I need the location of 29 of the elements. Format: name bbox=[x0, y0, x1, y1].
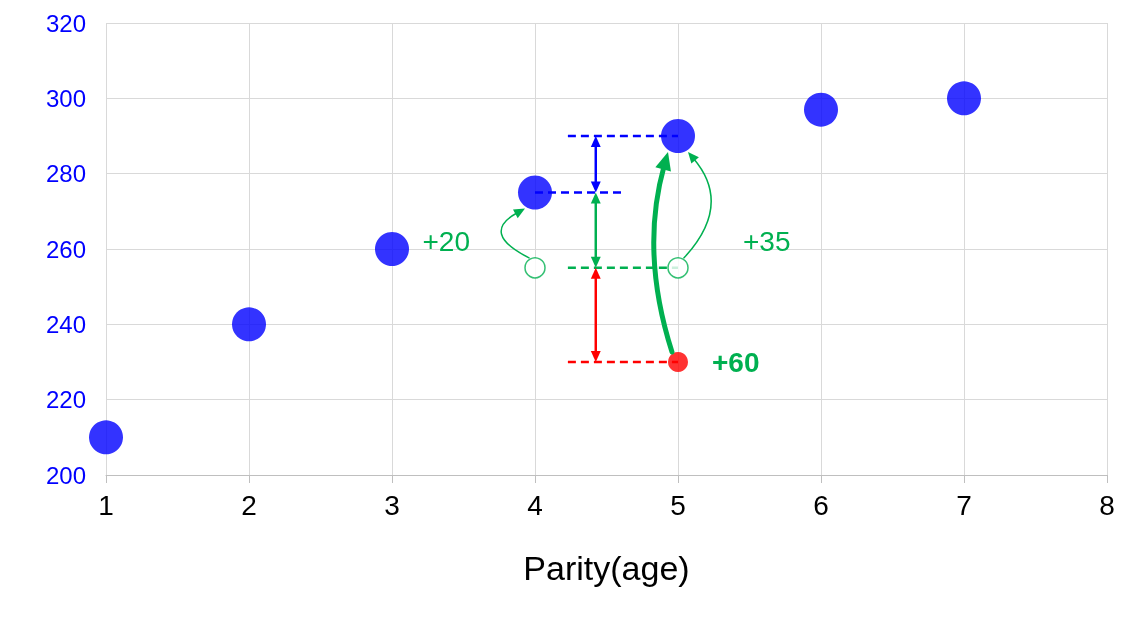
y-tick-label: 220 bbox=[45, 386, 86, 414]
annotation: +35 bbox=[743, 226, 791, 258]
point bbox=[661, 119, 695, 153]
x-tick-label: 4 bbox=[527, 489, 543, 521]
x-tick-label: 6 bbox=[813, 489, 829, 521]
y-tick-label: 240 bbox=[45, 310, 86, 338]
y-tick-label: 260 bbox=[45, 235, 86, 263]
y-tick-label: 320 bbox=[45, 9, 86, 37]
x-axis-title: Parity(age) bbox=[523, 549, 690, 587]
x-tick-label: 3 bbox=[384, 489, 400, 521]
point bbox=[667, 257, 689, 279]
x-tick-label: 5 bbox=[670, 489, 686, 521]
y-tick-label: 300 bbox=[45, 84, 86, 112]
point bbox=[232, 307, 266, 342]
x-tick-label: 1 bbox=[98, 489, 114, 521]
point bbox=[668, 352, 688, 372]
y-tick-label: 280 bbox=[45, 160, 86, 188]
annotation: +20 bbox=[422, 226, 470, 258]
point bbox=[89, 420, 123, 455]
point bbox=[375, 232, 409, 266]
point bbox=[804, 92, 838, 127]
point bbox=[518, 175, 552, 210]
y-tick-label: 200 bbox=[45, 461, 86, 489]
x-tick-label: 2 bbox=[241, 489, 257, 521]
x-tick-label: 7 bbox=[956, 489, 972, 521]
point bbox=[524, 257, 546, 279]
point bbox=[947, 81, 981, 116]
x-tick-label: 8 bbox=[1099, 489, 1115, 521]
annotation: +60 bbox=[712, 346, 760, 378]
